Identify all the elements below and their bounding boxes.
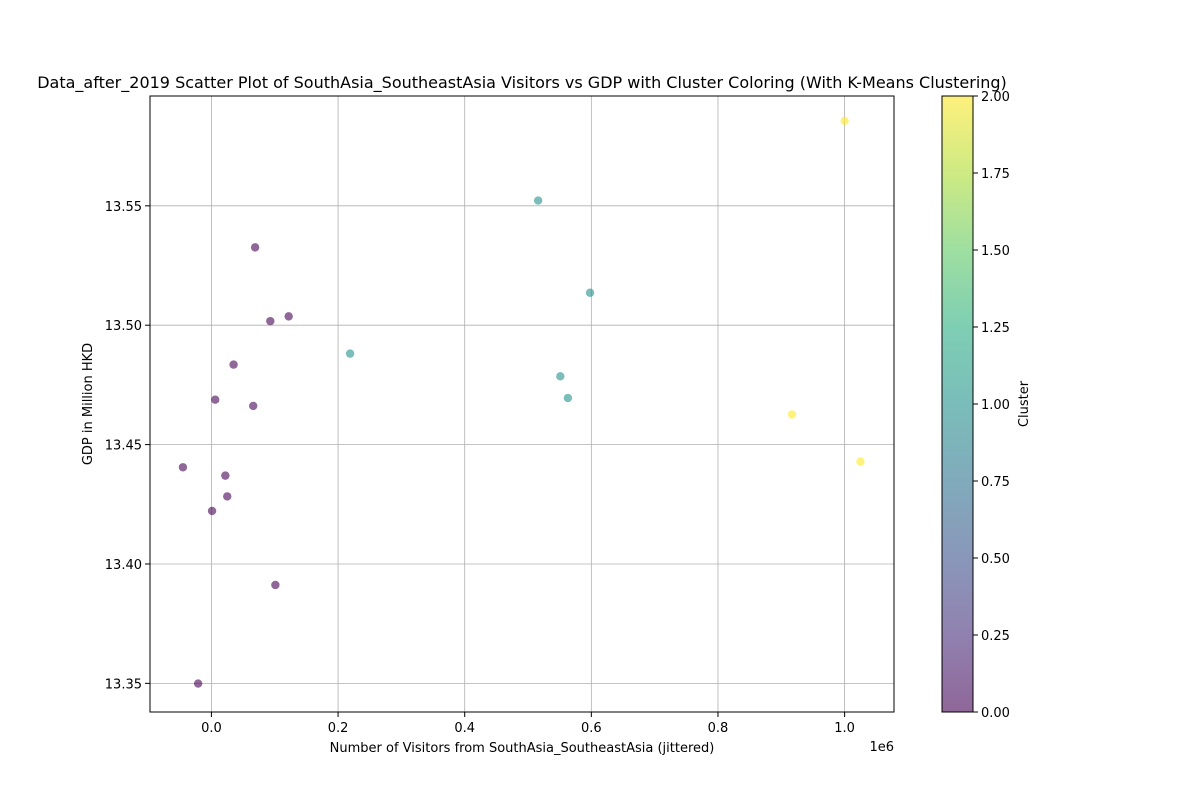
y-axis-label: GDP in Million HKD [81,343,96,465]
colorbar-tick-label: 2.00 [981,90,1010,105]
x-axis-offset-label: 1e6 [869,740,894,755]
plot-area: 0.0 0.2 0.4 0.6 0.8 1.0 13.3513.4013.4513.501… [105,95,895,736]
chart-title: Data_after_2019 Scatter Plot of SouthAsi… [37,73,1007,93]
colorbar-label: Cluster [1017,380,1032,427]
scatter-point-cluster-0 [229,360,238,369]
scatter-points [178,116,865,688]
scatter-point-cluster-0 [178,463,188,472]
x-axis-label: Number of Visitors from SouthAsia_Southe… [330,741,715,756]
colorbar-tick-label: 0.00 [981,706,1010,721]
colorbar-tick-label: 0.50 [981,552,1010,567]
grid [150,96,894,712]
scatter-point-cluster-0 [249,401,258,411]
scatter-point-cluster-0 [207,506,217,516]
x-tick-label: 0.2 [328,721,349,736]
scatter-point-cluster-0 [266,316,275,326]
colorbar-tick-label: 0.75 [981,475,1010,490]
plot-frame [149,95,895,713]
x-tick-label: 1.0 [834,721,855,736]
scatter-point-cluster-1 [585,288,595,297]
y-tick-label: 13.35 [105,677,142,692]
scatter-point-cluster-0 [211,395,220,404]
y-tick-label: 13.50 [105,319,142,334]
scatter-point-cluster-2 [840,116,849,126]
scatter-point-cluster-2 [856,457,865,466]
scatter-point-cluster-1 [345,349,355,358]
scatter-point-cluster-0 [193,679,203,688]
scatter-point-cluster-0 [221,471,230,480]
plot-background [150,96,894,712]
y-tick-label: 13.55 [105,200,142,215]
x-tick-label: 0.8 [708,721,729,736]
colorbar-tick-label: 1.50 [981,244,1010,259]
scatter-point-cluster-0 [250,243,260,252]
colorbar-tick-label: 1.25 [981,321,1010,336]
colorbar-tick-label: 0.25 [981,629,1010,644]
x-tick-label: 0.0 [201,721,222,736]
scatter-point-cluster-0 [284,312,293,321]
colorbar-gradient [942,96,973,712]
scatter-point-cluster-1 [556,372,565,381]
y-tick-label: 13.40 [105,558,142,573]
scatter-point-cluster-0 [271,580,280,590]
y-axis: 13.35 13.40 13.45 13.50 13.55 [105,200,150,692]
colorbar-axis: 0.00 0.25 0.50 0.75 1.00 1.25 1.50 1.75 2.00 [973,90,1010,721]
scatter-point-cluster-1 [533,196,543,205]
scatter-point-cluster-2 [787,410,797,419]
colorbar-tick-label: 1.75 [981,167,1010,182]
x-axis: 0.0 0.2 0.4 0.6 0.8 1.0 [201,712,855,736]
colorbar: 0.00 0.25 0.50 0.75 1.00 1.25 1.50 1.75 2.00 Clu… [941,90,1032,721]
scatter-point-cluster-0 [223,492,232,501]
x-tick-label: 0.4 [454,721,475,736]
scatter-point-cluster-1 [563,393,573,403]
x-tick-label: 0.6 [581,721,602,736]
y-tick-label: 13.45 [105,439,142,454]
colorbar-tick-label: 1.00 [981,398,1010,413]
